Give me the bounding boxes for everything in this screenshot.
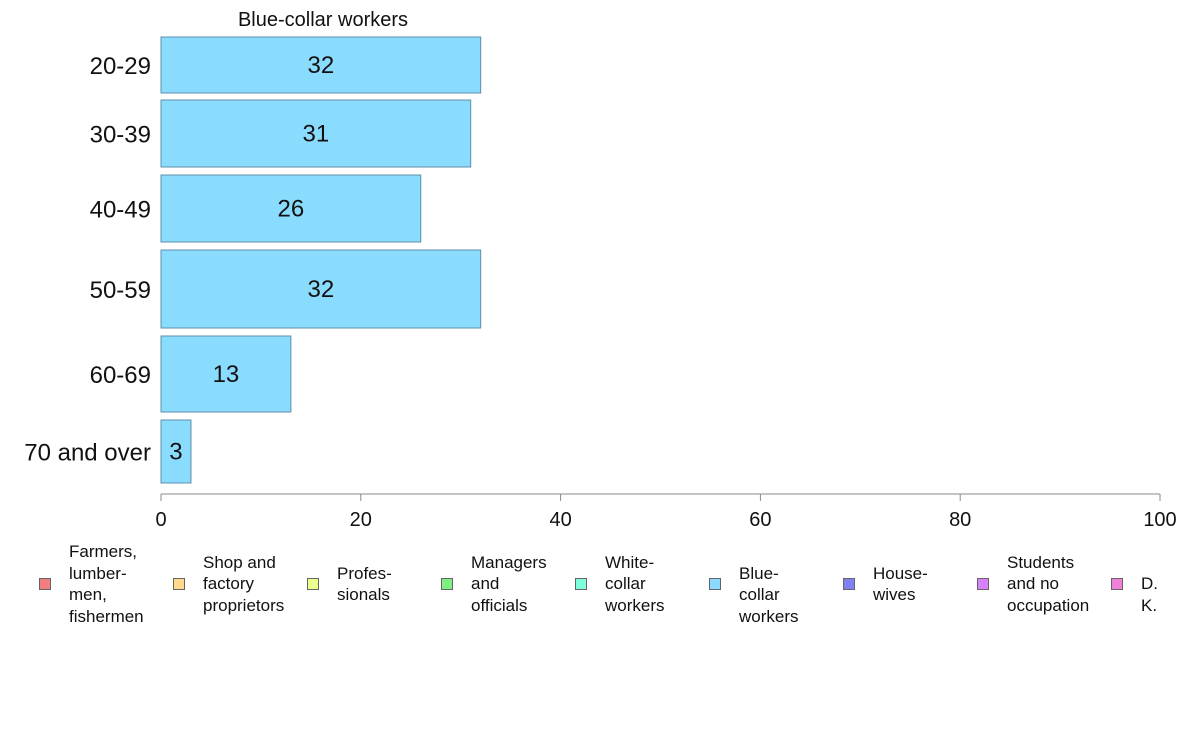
- category-label: 30-39: [90, 122, 151, 149]
- category-label: 40-49: [90, 197, 151, 224]
- bar-60-69: [160, 335, 292, 413]
- x-tick-label: 60: [749, 509, 771, 531]
- x-tick-label: 80: [949, 509, 971, 531]
- legend-label: Students and no occupation: [1007, 552, 1090, 615]
- x-axis: 0 20 40 60 80 100: [155, 493, 1177, 531]
- bar-20-29: [160, 36, 482, 94]
- bars-group: 32 20-29 31 30-39 26 40-49 32 50-59 13 60-69 3 70 a…: [24, 36, 482, 484]
- legend-label: D. K.: [1141, 574, 1158, 615]
- legend-swatch: [1111, 578, 1123, 590]
- legend-label: House- wives: [873, 563, 928, 605]
- x-tick-label: 100: [1143, 509, 1176, 531]
- x-tick-label: 0: [155, 509, 166, 531]
- legend-label: Shop and factory proprietors: [203, 552, 285, 615]
- legend-swatch: [709, 578, 721, 590]
- category-label: 50-59: [90, 277, 151, 304]
- bar-value-label: 26: [278, 196, 305, 223]
- legend-label: White- collar workers: [605, 552, 665, 615]
- legend-label: Profes- sionals: [337, 563, 392, 605]
- bar-value-label: 32: [307, 52, 334, 79]
- bar-30-39: [160, 99, 472, 168]
- x-tick-label: 40: [549, 509, 571, 531]
- legend-swatch: [307, 578, 319, 590]
- legend-label: Blue-collar workers: [739, 563, 799, 626]
- bar-value-label: 13: [213, 361, 240, 388]
- bar-value-label: 3: [169, 439, 182, 466]
- category-label: 60-69: [90, 362, 151, 389]
- bar-40-49: [160, 174, 422, 243]
- legend-swatch: [843, 578, 855, 590]
- category-label: 20-29: [90, 53, 151, 80]
- legend-label: Farmers, lumber- men, fishermen: [69, 542, 144, 626]
- legend-swatch: [173, 578, 185, 590]
- bar-50-59: [160, 249, 482, 329]
- legend-label: Managers and officials: [471, 552, 547, 615]
- category-label: 70 and over: [24, 440, 151, 467]
- legend-swatch: [575, 578, 587, 590]
- legend-swatch: [977, 578, 989, 590]
- bar-70-and-over: [160, 419, 192, 484]
- chart-title: Blue-collar workers: [238, 9, 408, 31]
- x-tick-label: 20: [350, 509, 372, 531]
- bar-value-label: 32: [307, 276, 334, 303]
- legend: Farmers, lumber- men, fishermen Shop and …: [0, 542, 1188, 648]
- bar-value-label: 31: [302, 121, 329, 148]
- legend-swatch: [441, 578, 453, 590]
- bar-chart: Blue-collar workers 32 20-29 31 30-39 26 40-4…: [24, 9, 1177, 531]
- legend-swatch: [39, 578, 51, 590]
